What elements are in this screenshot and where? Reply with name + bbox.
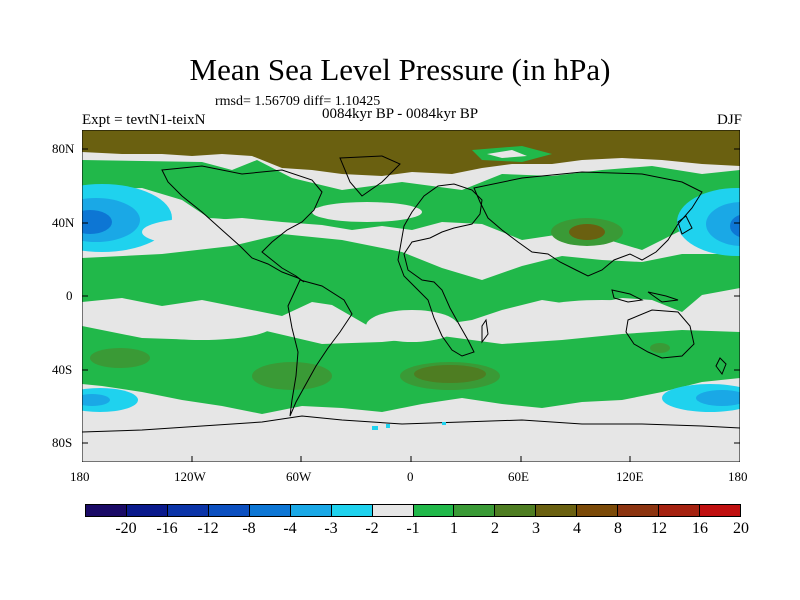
colorbar-swatch [413,505,455,516]
colorbar-label: -20 [115,520,137,537]
rmsd-diff-stats: rmsd= 1.56709 diff= 1.10425 [215,94,381,109]
lat-tick-marks [82,148,740,444]
colorbar-label: 12 [651,520,667,537]
colorbar-label: -12 [197,520,219,537]
colorbar-label: 1 [450,520,458,537]
colorbar-label: 8 [614,520,622,537]
field-south-america-high [252,362,332,390]
colorbar-label: -4 [283,520,297,537]
colorbar-swatch [659,505,701,516]
lon-label-180-left: 180 [70,469,90,484]
colorbar-swatch [618,505,660,516]
field-tropical-green-band [82,234,740,336]
colorbar-label: 4 [573,520,581,537]
field-south-atlantic-high-core [414,365,486,383]
period-label: 0084kyr BP - 0084kyr BP [322,106,479,122]
coastline-south-america [287,279,353,417]
field-asia-high-core [569,224,605,240]
coastlines [82,155,740,433]
field-east-pacific-grey [132,312,272,340]
antarctic-cyan-patch [386,424,390,428]
colorbar-label: -2 [365,520,379,537]
season-label: DJF [716,112,742,128]
colorbar-swatch [167,505,209,516]
field-north-pacific-low-inner-right [730,214,740,238]
lon-label-120w: 120W [174,469,206,484]
map-title: Mean Sea Level Pressure (in hPa) [189,52,611,87]
lat-label-80s: 80S [52,435,73,450]
field-south-pacific-low-inner-left [82,394,110,406]
coastline-europe-africa [397,183,483,357]
lon-tick-marks [82,456,740,462]
coastline-new-zealand [715,357,727,376]
field-south-pacific-grey [522,300,682,332]
colorbar-swatch [700,505,740,516]
lon-label-120e: 120E [616,469,644,484]
colorbar-label: -3 [324,520,338,537]
lat-label-40s: 40S [52,362,73,377]
colorbar-label: 2 [491,520,499,537]
lon-label-60w: 60W [286,469,312,484]
colorbar-swatch [126,505,168,516]
lon-label-60e: 60E [508,469,529,484]
field-north-pacific-grey [142,218,262,246]
colorbar [85,504,741,517]
pressure-difference-map [82,130,740,462]
colorbar-swatch [86,505,127,516]
coastline-japan [677,215,693,235]
coastline-australia [625,309,695,359]
antarctic-cyan-patches [372,422,446,430]
colorbar-swatch [454,505,496,516]
colorbar-label: -8 [242,520,256,537]
coastline-indonesia [611,289,679,303]
coastline-greenland [339,155,401,197]
colorbar-label: -16 [156,520,178,537]
coastline-antarctica [82,415,740,433]
colorbar-swatch [208,505,250,516]
lon-label-0: 0 [407,469,414,484]
field-arctic-brown-cap [82,130,740,176]
colorbar-swatch [495,505,537,516]
colorbar-label: 20 [733,520,749,537]
colorbar-swatch [372,505,414,516]
colorbar-label: 3 [532,520,540,537]
colorbar-swatch [290,505,332,516]
field-north-atlantic-grey [312,202,422,222]
lon-label-180-right: 180 [728,469,748,484]
experiment-label: Expt = tevtN1-teixN [82,112,206,128]
field-north-pacific-low-mid-right [706,202,740,246]
colorbar-label: 16 [692,520,708,537]
field-arctic-grey-patch [487,150,527,158]
coastline-asia [473,171,703,277]
coastline-madagascar [481,318,489,344]
colorbar-label: -1 [406,520,420,537]
lat-label-0: 0 [66,288,73,303]
lat-label-40n: 40N [52,215,75,230]
field-atlantic-grey [366,310,458,342]
antarctic-cyan-patch [442,422,446,425]
colorbar-swatch [331,505,373,516]
colorbar-swatch [577,505,619,516]
colorbar-swatch [536,505,578,516]
field-australia-patch [650,343,670,353]
field-south-pacific-high [90,348,150,368]
field-north-pacific-low-inner-left [82,210,112,234]
colorbar-swatch [249,505,291,516]
antarctic-cyan-patch [372,426,378,430]
lat-label-80n: 80N [52,141,75,156]
field-south-pacific-low-inner-right [696,390,740,406]
coastline-north-america [161,165,323,283]
